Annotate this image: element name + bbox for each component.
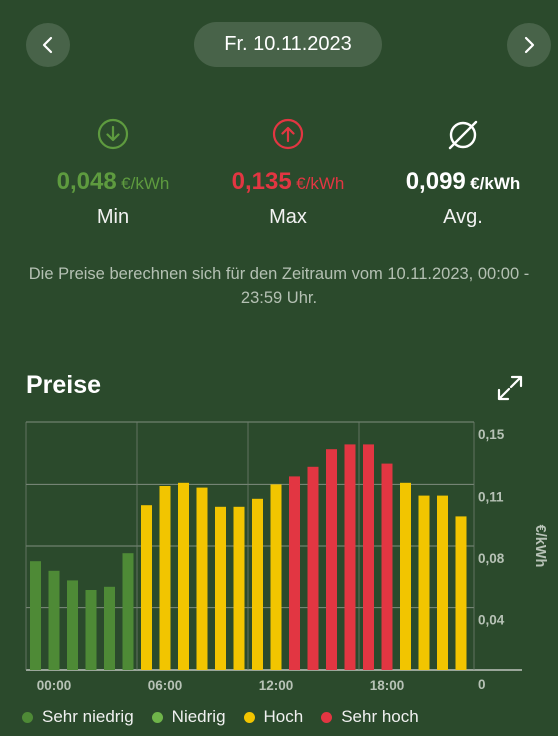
- price-bar-14[interactable]: [289, 476, 300, 670]
- x-tick-label: 12:00: [259, 678, 294, 693]
- y-tick-label: 0: [478, 677, 486, 692]
- price-bar-16[interactable]: [326, 449, 337, 670]
- min-price-value: 0,048: [56, 168, 117, 195]
- x-tick-label: 06:00: [148, 678, 183, 693]
- legend-label: Hoch: [263, 707, 304, 726]
- max-price-unit: €/kWh: [296, 174, 345, 193]
- legend-item-sehr-hoch: Sehr hoch: [321, 707, 419, 727]
- price-bar-20[interactable]: [400, 482, 411, 670]
- legend-dot: [151, 711, 163, 723]
- min-price-unit: €/kWh: [121, 174, 170, 193]
- x-tick-label: 18:00: [370, 678, 405, 693]
- price-bar-00[interactable]: [30, 561, 41, 670]
- legend-item-hoch: Hoch: [243, 707, 304, 727]
- period-info-text: Die Preise berechnen sich für den Zeitra…: [28, 265, 530, 307]
- avg-price-label: Avg.: [443, 206, 483, 228]
- next-day-button[interactable]: [507, 23, 551, 67]
- chevron-right-icon: [524, 36, 535, 54]
- price-bar-12[interactable]: [252, 498, 263, 670]
- price-bar-23[interactable]: [455, 516, 467, 670]
- legend-dot: [22, 711, 33, 723]
- price-bar-17[interactable]: [344, 444, 356, 670]
- average-icon: [448, 120, 478, 150]
- price-bar-09[interactable]: [196, 487, 208, 670]
- price-bar-04[interactable]: [104, 586, 115, 670]
- max-price-stat: 0,135 €/kWh Max: [213, 118, 363, 229]
- max-price-value: 0,135: [231, 168, 292, 195]
- y-tick-label: 0,08: [478, 551, 505, 566]
- chart-title: Preise: [26, 371, 102, 399]
- price-bar-03[interactable]: [85, 590, 97, 670]
- arrow-up-circle-icon: [272, 118, 304, 150]
- price-bar-13[interactable]: [270, 484, 282, 670]
- expand-icon: [497, 375, 523, 401]
- date-label: Fr. 10.11.2023: [224, 33, 352, 55]
- legend-item-sehr-niedrig: Sehr niedrig: [22, 707, 134, 727]
- price-bar-05[interactable]: [122, 553, 134, 670]
- expand-chart-button[interactable]: [496, 374, 524, 402]
- legend-dot: [321, 711, 333, 723]
- price-bar-08[interactable]: [178, 482, 189, 670]
- legend-item-niedrig: Niedrig: [151, 707, 226, 727]
- x-tick-label: 00:00: [37, 678, 72, 693]
- min-price-label: Min: [96, 206, 130, 228]
- price-bar-10[interactable]: [215, 506, 226, 670]
- legend-label: Sehr hoch: [341, 707, 419, 726]
- chevron-left-icon: [42, 36, 53, 54]
- avg-price-stat: 0,099 €/kWh Avg.: [388, 118, 538, 229]
- min-price-stat: 0,048 €/kWh Min: [38, 118, 188, 229]
- price-bar-15[interactable]: [307, 466, 319, 670]
- price-bar-19[interactable]: [381, 463, 393, 670]
- price-bar-02[interactable]: [67, 580, 78, 670]
- y-tick-label: 0,04: [478, 613, 505, 628]
- price-bar-22[interactable]: [437, 495, 448, 670]
- price-bar-18[interactable]: [363, 444, 374, 670]
- price-bar-11[interactable]: [233, 506, 245, 670]
- avg-price-value: 0,099: [405, 168, 466, 195]
- legend-dot: [243, 711, 255, 723]
- legend-label: Niedrig: [171, 707, 226, 726]
- legend-label: Sehr niedrig: [42, 707, 134, 726]
- arrow-down-circle-icon: [97, 118, 129, 150]
- avg-price-unit: €/kWh: [470, 174, 521, 193]
- y-tick-label: 0,11: [478, 489, 504, 504]
- y-axis-label: €/kWh: [532, 525, 548, 568]
- price-bar-01[interactable]: [48, 570, 60, 670]
- chart-legend: Sehr niedrig Niedrig Hoch Sehr hoch: [22, 707, 419, 727]
- max-price-label: Max: [269, 206, 307, 228]
- y-tick-label: 0,15: [478, 427, 505, 442]
- price-chart: 0,15 0,11 0,08 0,04 0 00:00 06:00 12:00 18:00 €/k…: [25, 421, 548, 693]
- date-selector[interactable]: Fr. 10.11.2023: [194, 22, 382, 67]
- price-bar-06[interactable]: [141, 505, 152, 670]
- price-bar-21[interactable]: [418, 495, 430, 670]
- previous-day-button[interactable]: [26, 23, 70, 67]
- price-bar-07[interactable]: [159, 486, 171, 670]
